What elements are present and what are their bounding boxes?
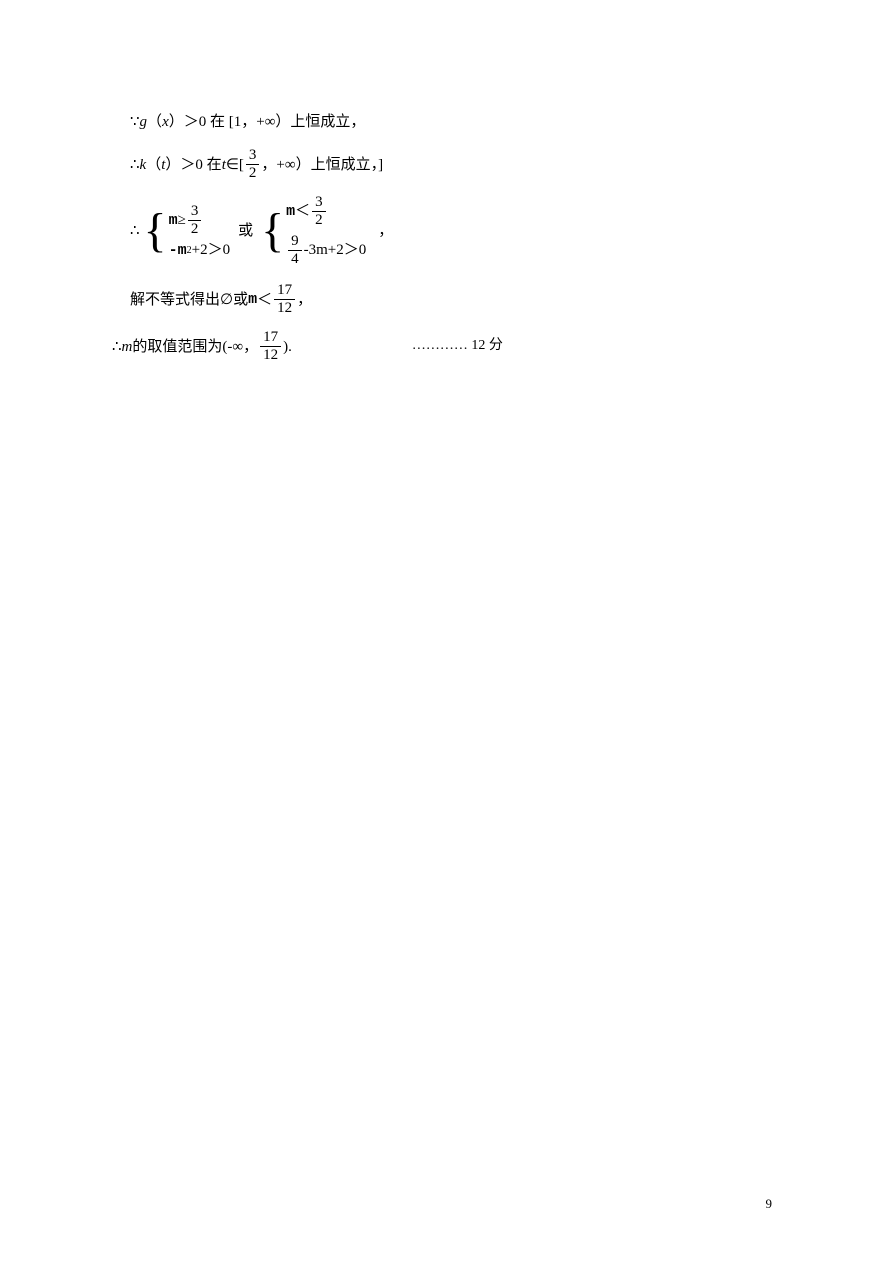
m-var: m: [122, 335, 133, 359]
system-1-rows: m ≥ 3 2 -m 2 +2＞0: [169, 204, 230, 258]
sys1-r2-after: +2＞0: [192, 243, 230, 258]
line-5: ∴ m 的取值范围为 (-∞， 17 12 ). ………… 12 分: [112, 330, 792, 363]
empty-set: ∅: [220, 288, 233, 312]
line-3: ∴ { m ≥ 3 2 -m 2 +2＞0 或: [130, 195, 792, 267]
page-number: 9: [766, 1196, 773, 1212]
comma: ，: [297, 288, 312, 312]
close-paren: ）: [169, 110, 184, 134]
g-var: g: [140, 110, 148, 134]
neg-m: -m: [169, 243, 187, 258]
close-interval: ).: [283, 335, 292, 359]
frac-den: 12: [260, 347, 281, 363]
frac-den: 2: [312, 212, 326, 228]
x-var: x: [162, 110, 169, 134]
open-interval: (-∞，: [222, 335, 258, 359]
lt-op: ＜: [257, 288, 272, 312]
m-var: m: [248, 288, 257, 312]
frac-num: 3: [246, 148, 260, 165]
fraction-17-12: 17 12: [260, 330, 281, 363]
line1-rest: ＞0 在 [1，+∞）上恒成立，: [184, 110, 366, 134]
sys2-r2-after: -3m+2＞0: [304, 243, 367, 258]
therefore-symbol: ∴: [112, 335, 122, 359]
line-4: 解不等式得出 ∅ 或 m ＜ 17 12 ，: [130, 283, 792, 316]
fraction-3-2: 3 2: [246, 148, 260, 181]
therefore-symbol: ∴: [130, 219, 140, 243]
range-text: 的取值范围为: [132, 335, 222, 359]
lt-op: ＜: [295, 204, 310, 219]
because-symbol: ∵: [130, 110, 140, 134]
frac-den: 12: [274, 300, 295, 316]
close-paren: ）: [165, 153, 180, 177]
therefore-symbol: ∴: [130, 153, 140, 177]
left-brace-icon: {: [261, 209, 284, 252]
frac-den: 2: [246, 165, 260, 181]
sys2-row2: 9 4 -3m+2＞0: [286, 234, 366, 267]
line-1: ∵ g （ x ） ＞0 在 [1，+∞）上恒成立，: [130, 110, 792, 134]
fraction-3-2: 3 2: [312, 195, 326, 228]
score-text: 12 分: [471, 338, 503, 353]
solve-text: 解不等式得出: [130, 288, 220, 312]
in-bracket: ∈[: [226, 153, 244, 177]
geq-op: ≥: [178, 213, 186, 228]
frac-den: 4: [288, 251, 302, 267]
frac-num: 17: [260, 330, 281, 347]
system-1: { m ≥ 3 2 -m 2 +2＞0: [144, 204, 231, 258]
frac-den: 2: [188, 221, 202, 237]
line2-after: ，+∞）上恒成立，]: [261, 153, 383, 177]
comma: ，: [378, 219, 393, 243]
gt0-text: ＞0 在: [180, 153, 221, 177]
sys1-row1: m ≥ 3 2: [169, 204, 230, 237]
or-text: 或: [233, 288, 248, 312]
frac-num: 9: [288, 234, 302, 251]
frac-num: 3: [312, 195, 326, 212]
or-text: 或: [238, 219, 253, 243]
m-var: m: [169, 213, 178, 228]
sys2-row1: m ＜ 3 2: [286, 195, 366, 228]
sys1-row2: -m 2 +2＞0: [169, 243, 230, 258]
dots: …………: [412, 338, 468, 353]
frac-num: 3: [188, 204, 202, 221]
fraction-17-12: 17 12: [274, 283, 295, 316]
system-2: { m ＜ 3 2 9 4 -3m+2＞0: [261, 195, 366, 267]
fraction-3-2: 3 2: [188, 204, 202, 237]
line-2: ∴ k （ t ） ＞0 在 t ∈[ 3 2 ，+∞）上恒成立，]: [130, 148, 792, 181]
score-marker: ………… 12 分: [412, 335, 503, 357]
open-paren: （: [146, 153, 161, 177]
system-2-rows: m ＜ 3 2 9 4 -3m+2＞0: [286, 195, 366, 267]
left-brace-icon: {: [144, 209, 167, 252]
fraction-9-4: 9 4: [288, 234, 302, 267]
m-var: m: [286, 204, 295, 219]
frac-num: 17: [274, 283, 295, 300]
open-paren: （: [147, 110, 162, 134]
k-var: k: [140, 153, 147, 177]
